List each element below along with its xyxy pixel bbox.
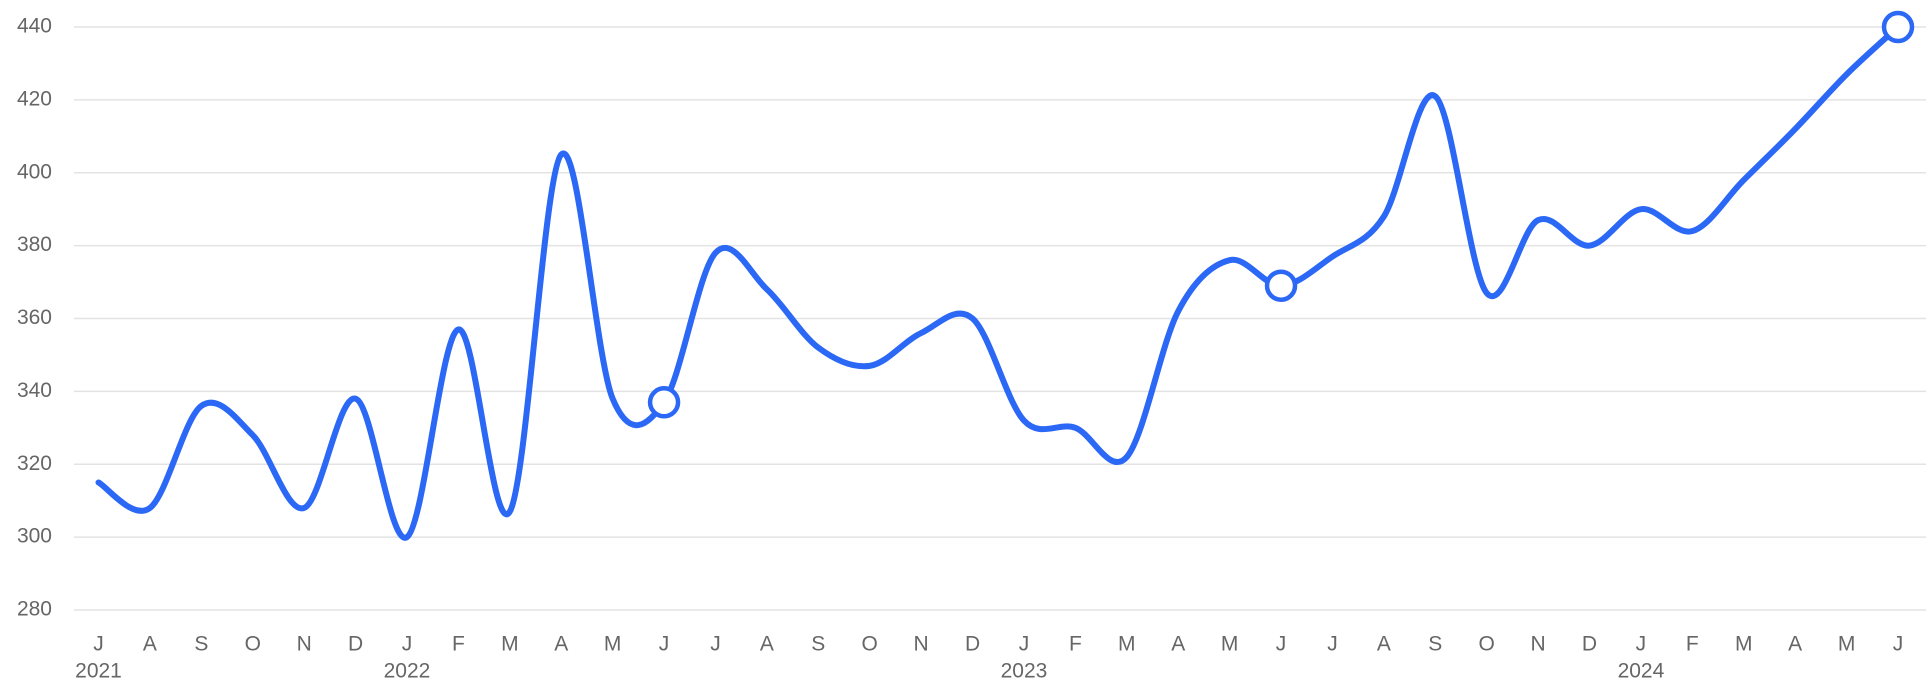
x-tick-label: J [1327,633,1338,656]
x-tick-label: A [1171,633,1185,656]
x-tick-label: J [93,633,104,656]
x-tick-label: N [914,633,929,656]
point-marker [647,386,681,419]
x-tick-label: J [710,633,721,656]
x-tick-label: M [604,633,622,656]
point-marker [1881,10,1915,44]
x-tick-label: D [348,633,363,656]
x-tick-label: F [1686,633,1699,656]
year-label: 2024 [1618,660,1665,683]
x-tick-label: J [659,633,670,656]
x-tick-label: A [1377,633,1391,656]
x-tick-label: J [1276,633,1287,656]
x-tick-label: A [143,633,157,656]
x-tick-label: O [862,633,878,656]
point-marker [1264,269,1298,302]
y-tick-label: 360 [17,306,52,329]
x-tick-label: J [402,633,413,656]
x-tick-label: A [554,633,568,656]
x-tick-label: J [1636,633,1647,656]
year-label: 2021 [75,660,122,683]
x-tick-label: N [1531,633,1546,656]
x-tick-label: M [1735,633,1753,656]
x-tick-label: F [1069,633,1082,656]
y-tick-label: 280 [17,598,52,621]
y-tick-label: 400 [17,160,52,183]
x-tick-label: M [1221,633,1239,656]
y-tick-label: 340 [17,379,52,402]
x-tick-label: J [1893,633,1904,656]
y-tick-label: 320 [17,452,52,475]
y-tick-label: 440 [17,15,52,38]
x-tick-label: M [501,633,519,656]
x-tick-label: S [1428,633,1442,656]
x-tick-label: M [1838,633,1856,656]
x-tick-label: O [245,633,261,656]
x-tick-label: A [1788,633,1802,656]
x-tick-label: S [811,633,825,656]
x-tick-label: S [194,633,208,656]
x-tick-label: F [452,633,465,656]
x-tick-label: N [297,633,312,656]
x-tick-label: D [1582,633,1597,656]
x-tick-label: M [1118,633,1136,656]
year-label: 2023 [1001,660,1048,683]
x-tick-label: J [1019,633,1030,656]
x-tick-label: O [1479,633,1495,656]
y-tick-label: 300 [17,525,52,548]
y-tick-label: 380 [17,233,52,256]
y-tick-label: 420 [17,87,52,110]
x-tick-label: D [965,633,980,656]
year-label: 2022 [384,660,431,683]
line [95,24,1901,541]
x-tick-label: A [760,633,774,656]
